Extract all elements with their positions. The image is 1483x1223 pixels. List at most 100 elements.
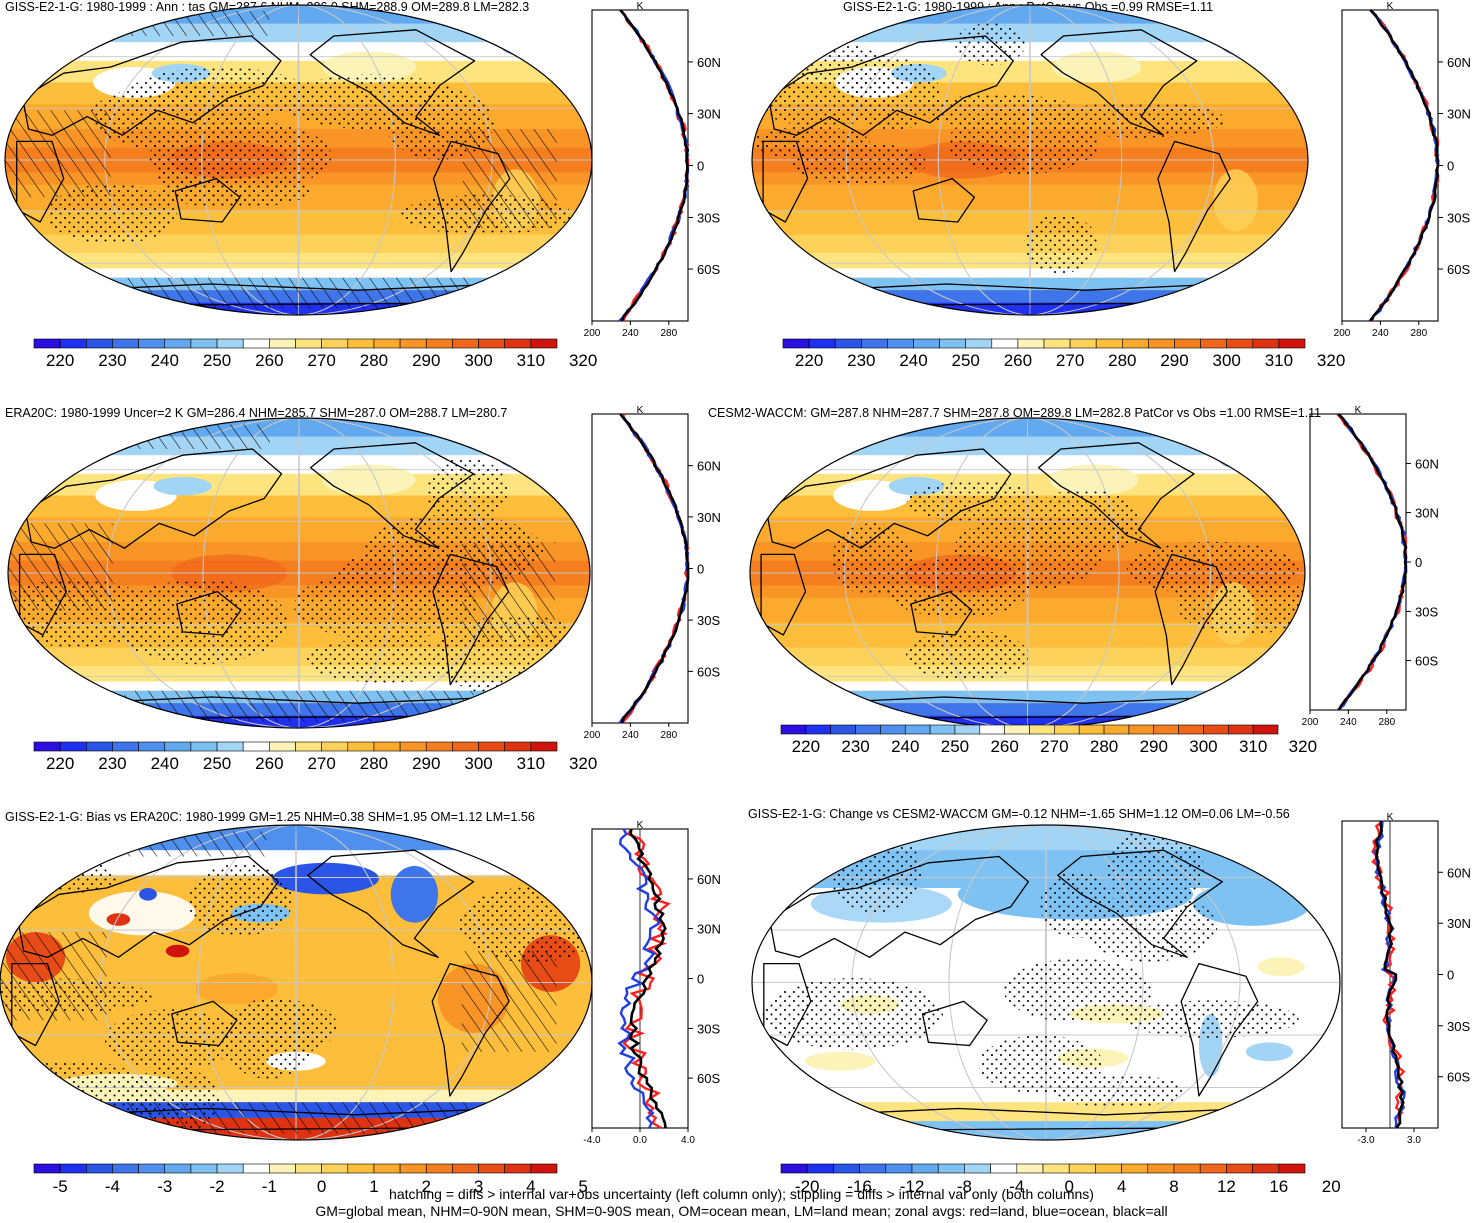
colorbar-swatch	[1095, 338, 1123, 349]
colorbar-swatch	[929, 724, 956, 735]
colorbar-swatch	[782, 338, 810, 349]
colorbar-tick-label: -1	[262, 1177, 277, 1196]
colorbar-tick-label: 280	[360, 351, 388, 370]
colorbar-tick-label: 12	[1217, 1177, 1236, 1196]
colorbar-swatch	[830, 724, 856, 735]
zonal-lat-label: 30S	[697, 1021, 720, 1036]
colorbar-swatch	[452, 1163, 479, 1174]
colorbar-swatch	[504, 1163, 532, 1174]
colorbar-swatch	[59, 1163, 87, 1174]
colorbar-tick-label: 290	[412, 351, 440, 370]
colorbar-tick-label: 260	[990, 737, 1018, 756]
zonal-lat-label: 60S	[1415, 654, 1438, 669]
zonal-lat-label: 0	[1447, 968, 1454, 983]
colorbar-swatch	[808, 338, 836, 349]
colorbar-tick-label: 220	[795, 351, 823, 370]
colorbar-swatch	[164, 741, 192, 752]
colorbar-swatch	[979, 724, 1005, 735]
colorbar: 220 230 240 250 260 270 280 290 300 310 320	[33, 338, 597, 370]
map	[751, 4, 1309, 316]
zonal-lat-label: 60N	[1447, 55, 1471, 70]
colorbar-swatch	[991, 338, 1019, 349]
colorbar-swatch	[855, 724, 881, 735]
colorbar-swatch	[1173, 1163, 1201, 1174]
colorbar-swatch	[805, 724, 831, 735]
colorbar-tick-label: 250	[203, 754, 231, 773]
colorbar-tick-label: 0	[317, 1177, 326, 1196]
colorbar-swatch	[321, 338, 349, 349]
zonal-lat-label: 30N	[697, 922, 721, 937]
zonal-lat-label: 0	[697, 972, 704, 987]
colorbar-tick-label: 290	[412, 754, 440, 773]
colorbar-swatch	[321, 741, 349, 752]
colorbar-tick-label: 250	[203, 351, 231, 370]
colorbar-tick-label: 240	[891, 737, 919, 756]
panel-6: GISS-E2-1-G: Change vs CESM2-WACCM GM=-0…	[748, 807, 1471, 1196]
colorbar-swatch	[399, 338, 427, 349]
colorbar-tick-label: -3	[157, 1177, 172, 1196]
zonal-x-tick: -4.0	[583, 1135, 601, 1146]
colorbar-swatch	[965, 338, 993, 349]
zonal-x-tick: 3.0	[1407, 1135, 1421, 1146]
colorbar-swatch	[834, 338, 862, 349]
colorbar: -5 -4 -3 -2 -1 0 1 2 3 4 5	[33, 1163, 588, 1196]
colorbar-swatch	[164, 338, 192, 349]
colorbar-tick-label: 300	[464, 754, 492, 773]
zonal-lat-label: 60S	[697, 664, 720, 679]
colorbar-swatch	[954, 724, 981, 735]
colorbar-tick-label: 5	[578, 1177, 587, 1196]
zonal-x-tick: 240	[622, 328, 639, 339]
colorbar-swatch	[880, 724, 906, 735]
map	[749, 417, 1306, 729]
colorbar-swatch	[59, 338, 87, 349]
colorbar-tick-label: 230	[98, 754, 126, 773]
colorbar-tick-label: 280	[1090, 737, 1118, 756]
colorbar: 220 230 240 250 260 270 280 290 300 310 320	[33, 741, 597, 773]
zonal-unit-label: K	[637, 820, 644, 831]
footer-means-note: GM=global mean, NHM=0-90N mean, SHM=0-90…	[315, 1203, 1168, 1219]
colorbar-swatch	[138, 338, 166, 349]
colorbar: 220 230 240 250 260 270 280 290 300 310 320	[782, 338, 1345, 370]
zonal-lat-label: 60S	[1447, 1070, 1470, 1085]
colorbar-swatch	[887, 338, 914, 349]
colorbar-tick-label: 310	[1265, 351, 1293, 370]
colorbar-tick-label: 310	[517, 351, 545, 370]
colorbar-swatch	[990, 1163, 1018, 1174]
zonal-x-tick: 240	[1340, 717, 1357, 728]
colorbar-tick-label: 320	[1317, 351, 1345, 370]
zonal-lat-label: 60N	[697, 55, 721, 70]
colorbar-swatch	[1147, 1163, 1175, 1174]
colorbar: -20 -16 -12 -8 -4 0 4 8 12 16 20	[780, 1163, 1341, 1196]
zonal-lat-label: 60S	[1447, 262, 1470, 277]
colorbar-swatch	[295, 338, 322, 349]
colorbar-tick-label: 320	[569, 351, 597, 370]
colorbar-swatch	[833, 1163, 860, 1174]
zonal-x-tick: 240	[622, 730, 639, 741]
colorbar-swatch	[1043, 338, 1071, 349]
colorbar-swatch	[530, 1163, 558, 1174]
zonal-x-tick: 280	[1378, 717, 1395, 728]
colorbar-swatch	[1122, 338, 1149, 349]
colorbar-swatch	[138, 1163, 166, 1174]
colorbar-swatch	[33, 741, 61, 752]
zonal-x-tick: 280	[660, 730, 677, 741]
colorbar-swatch	[1017, 338, 1045, 349]
colorbar-tick-label: -2	[209, 1177, 224, 1196]
colorbar-tick-label: 270	[1056, 351, 1084, 370]
colorbar-swatch	[269, 338, 296, 349]
colorbar-tick-label: 0	[1064, 1177, 1073, 1196]
colorbar-swatch	[504, 338, 532, 349]
colorbar-swatch	[86, 1163, 113, 1174]
zonal-x-tick: -3.0	[1357, 1135, 1375, 1146]
zonal-mean-plot: K 60N 30N 0 30S 60S -4.0 0.0 4.0	[583, 820, 720, 1146]
colorbar-swatch	[242, 338, 270, 349]
zonal-x-tick: 280	[1410, 328, 1427, 339]
colorbar-swatch	[112, 1163, 139, 1174]
colorbar-tick-label: 280	[1108, 351, 1136, 370]
colorbar-swatch	[1203, 724, 1229, 735]
zonal-lat-label: 30S	[1447, 1019, 1470, 1034]
colorbar-swatch	[937, 1163, 965, 1174]
colorbar-swatch	[1278, 338, 1306, 349]
panel-1: GISS-E2-1-G: 1980-1999 : Ann : tas GM=28…	[4, 0, 721, 370]
